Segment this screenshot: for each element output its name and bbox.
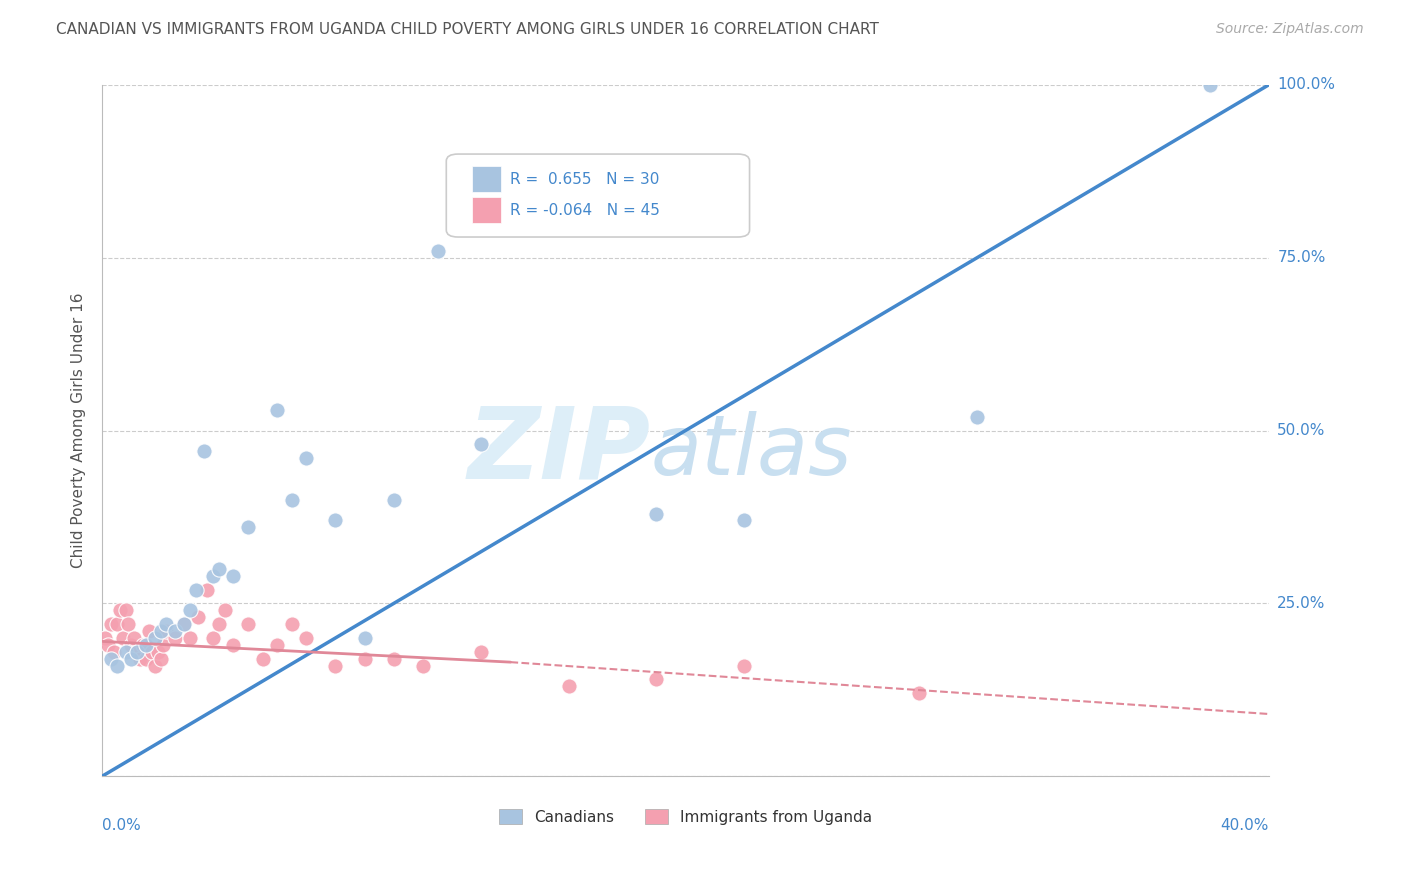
Point bbox=[103, 645, 125, 659]
Point bbox=[382, 651, 405, 665]
Point bbox=[132, 638, 155, 652]
Point bbox=[114, 603, 136, 617]
Point bbox=[645, 673, 668, 687]
Point bbox=[149, 624, 172, 638]
Point bbox=[222, 638, 245, 652]
Point bbox=[412, 658, 434, 673]
Point bbox=[165, 631, 187, 645]
Text: 40.0%: 40.0% bbox=[1220, 818, 1268, 832]
Point bbox=[733, 658, 755, 673]
Point bbox=[135, 651, 157, 665]
Point bbox=[558, 679, 581, 693]
Point bbox=[187, 610, 209, 624]
Text: 75.0%: 75.0% bbox=[1277, 251, 1326, 265]
Point bbox=[325, 513, 347, 527]
Point bbox=[143, 631, 166, 645]
Point bbox=[165, 624, 187, 638]
Point bbox=[266, 402, 288, 417]
Point bbox=[155, 617, 177, 632]
Text: ZIP: ZIP bbox=[467, 403, 651, 500]
Point bbox=[179, 631, 201, 645]
Point bbox=[382, 492, 405, 507]
Point bbox=[120, 638, 142, 652]
Point bbox=[117, 617, 139, 632]
Point bbox=[179, 603, 201, 617]
Point bbox=[100, 617, 122, 632]
Point bbox=[236, 520, 259, 534]
Point bbox=[208, 562, 231, 576]
Point bbox=[108, 603, 131, 617]
Text: CANADIAN VS IMMIGRANTS FROM UGANDA CHILD POVERTY AMONG GIRLS UNDER 16 CORRELATIO: CANADIAN VS IMMIGRANTS FROM UGANDA CHILD… bbox=[56, 22, 879, 37]
Point bbox=[202, 631, 225, 645]
Y-axis label: Child Poverty Among Girls Under 16: Child Poverty Among Girls Under 16 bbox=[72, 293, 86, 568]
Point bbox=[120, 651, 142, 665]
Point bbox=[202, 568, 225, 582]
Point bbox=[97, 638, 120, 652]
Point bbox=[105, 617, 128, 632]
Point bbox=[236, 617, 259, 632]
FancyBboxPatch shape bbox=[472, 197, 501, 223]
Point bbox=[733, 513, 755, 527]
Point bbox=[208, 617, 231, 632]
FancyBboxPatch shape bbox=[472, 166, 501, 192]
Point bbox=[222, 568, 245, 582]
Point bbox=[470, 645, 492, 659]
Point bbox=[149, 651, 172, 665]
Point bbox=[184, 582, 207, 597]
Point bbox=[426, 244, 449, 258]
Point bbox=[907, 686, 929, 700]
Text: 50.0%: 50.0% bbox=[1277, 423, 1326, 438]
Point bbox=[173, 617, 195, 632]
FancyBboxPatch shape bbox=[446, 154, 749, 237]
Point bbox=[138, 624, 160, 638]
Point bbox=[135, 638, 157, 652]
Point bbox=[124, 631, 146, 645]
Text: 100.0%: 100.0% bbox=[1277, 78, 1336, 93]
Point bbox=[252, 651, 274, 665]
Point bbox=[281, 617, 304, 632]
Point bbox=[214, 603, 236, 617]
Text: 25.0%: 25.0% bbox=[1277, 596, 1326, 611]
Point bbox=[1199, 78, 1222, 92]
Point bbox=[129, 651, 152, 665]
Point bbox=[645, 507, 668, 521]
Point bbox=[155, 624, 177, 638]
Point bbox=[111, 631, 134, 645]
Point bbox=[281, 492, 304, 507]
Point bbox=[325, 658, 347, 673]
Point bbox=[295, 451, 318, 466]
Point bbox=[146, 645, 169, 659]
Point bbox=[152, 638, 174, 652]
Point bbox=[353, 651, 375, 665]
Text: R = -0.064   N = 45: R = -0.064 N = 45 bbox=[510, 203, 661, 219]
Point bbox=[127, 645, 149, 659]
Point bbox=[470, 437, 492, 451]
Point bbox=[193, 444, 215, 458]
Point bbox=[295, 631, 318, 645]
Point bbox=[173, 617, 195, 632]
Point bbox=[127, 645, 149, 659]
Point bbox=[266, 638, 288, 652]
Text: Source: ZipAtlas.com: Source: ZipAtlas.com bbox=[1216, 22, 1364, 37]
Point bbox=[94, 631, 117, 645]
Point bbox=[114, 645, 136, 659]
Text: atlas: atlas bbox=[651, 411, 852, 491]
Point bbox=[195, 582, 218, 597]
Point bbox=[105, 658, 128, 673]
Text: R =  0.655   N = 30: R = 0.655 N = 30 bbox=[510, 172, 659, 187]
Point bbox=[100, 651, 122, 665]
Point bbox=[353, 631, 375, 645]
Point bbox=[143, 658, 166, 673]
Point bbox=[966, 409, 988, 424]
Point bbox=[141, 645, 163, 659]
Legend: Canadians, Immigrants from Uganda: Canadians, Immigrants from Uganda bbox=[494, 803, 877, 830]
Text: 0.0%: 0.0% bbox=[103, 818, 141, 832]
